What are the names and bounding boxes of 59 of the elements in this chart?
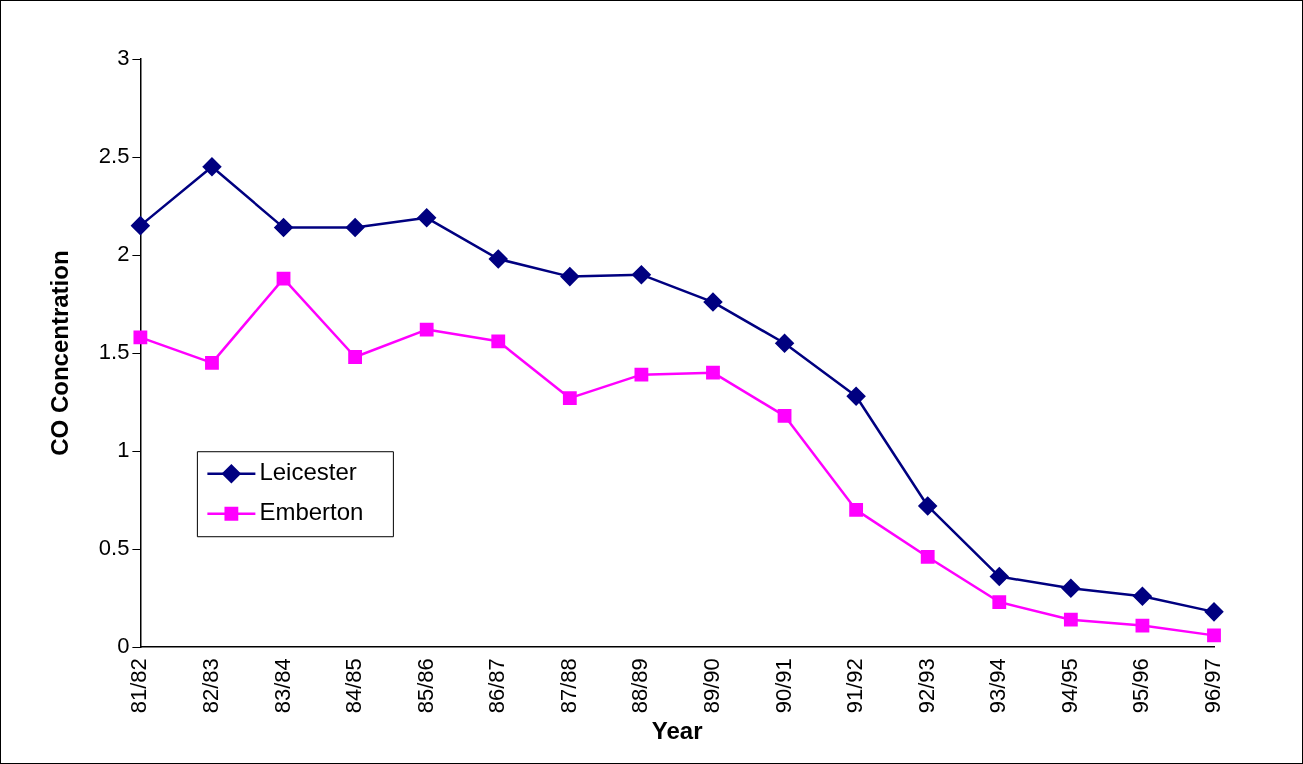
x-tick-label: 83/84 — [269, 658, 295, 714]
x-tick-label: 91/92 — [842, 658, 868, 714]
point — [1063, 612, 1078, 627]
point — [274, 218, 293, 237]
point — [345, 218, 365, 237]
point — [202, 157, 222, 177]
point — [992, 595, 1007, 609]
point — [131, 216, 150, 235]
point — [1207, 628, 1221, 643]
point — [1061, 579, 1081, 598]
point — [133, 330, 148, 345]
x-tick-label: 87/88 — [555, 658, 581, 714]
point — [562, 391, 577, 406]
point — [634, 367, 649, 382]
x-tick-label: 84/85 — [341, 658, 367, 714]
x-tick-label: 85/86 — [412, 658, 438, 714]
point — [491, 334, 506, 349]
point — [205, 355, 219, 370]
point — [849, 503, 864, 517]
point — [417, 208, 436, 228]
point — [1135, 618, 1150, 633]
legend-label: Leicester — [259, 458, 357, 486]
point — [706, 365, 720, 380]
point — [990, 567, 1009, 586]
point — [489, 249, 508, 269]
x-tick-label: 88/89 — [627, 658, 653, 714]
y-tick-label: 2 — [117, 241, 130, 267]
y-tick-label: 3 — [117, 45, 130, 71]
point — [703, 292, 723, 312]
y-tick-label: 2.5 — [98, 143, 130, 169]
point — [920, 550, 935, 564]
point — [918, 496, 937, 516]
x-tick-label: 92/93 — [913, 658, 939, 714]
y-tick-label: 1 — [117, 437, 130, 463]
point — [1133, 586, 1152, 606]
point — [775, 334, 794, 353]
point — [276, 271, 291, 286]
y-axis-title: CO Concentration — [46, 250, 74, 456]
point — [632, 265, 651, 284]
x-tick-label: 94/95 — [1056, 658, 1082, 714]
point — [348, 350, 363, 364]
point — [777, 408, 792, 423]
x-tick-label: 81/82 — [126, 658, 152, 714]
x-tick-label: 90/91 — [770, 658, 796, 714]
y-tick-label: 0 — [117, 633, 130, 659]
x-tick-label: 95/96 — [1128, 658, 1154, 714]
point — [560, 267, 580, 286]
x-tick-label: 96/97 — [1200, 658, 1226, 714]
legend-label: Emberton — [259, 498, 364, 526]
point — [1204, 602, 1224, 622]
x-tick-label: 82/83 — [198, 658, 224, 714]
point — [846, 386, 866, 406]
x-axis-title: Year — [651, 717, 703, 745]
y-tick-label: 1.5 — [98, 339, 130, 365]
x-tick-label: 89/90 — [699, 658, 725, 714]
x-tick-label: 93/94 — [985, 658, 1011, 714]
point — [419, 322, 434, 337]
x-tick-label: 86/87 — [484, 658, 510, 714]
y-tick-label: 0.5 — [98, 535, 130, 561]
